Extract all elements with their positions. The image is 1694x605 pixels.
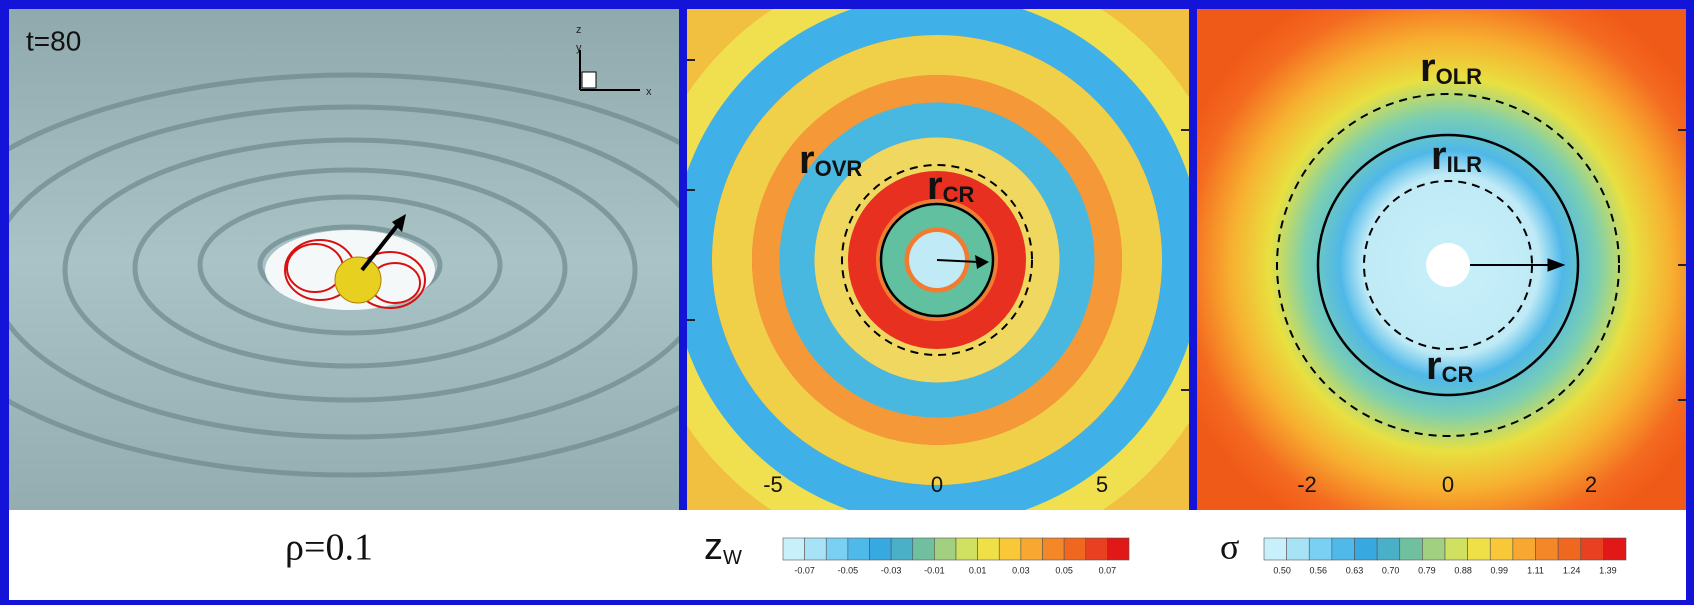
- colorbar-swatch: [1445, 538, 1468, 560]
- colorbar-tick-label: 0.63: [1346, 565, 1364, 575]
- caption: ρ=0.1: [285, 527, 373, 569]
- colorbar-swatch: [1264, 538, 1287, 560]
- colorbar-swatch: [956, 538, 978, 560]
- colorbar-tick-label: 1.39: [1599, 565, 1617, 575]
- colorbar-tick-label: -0.03: [881, 565, 902, 575]
- colorbar-swatch: [1332, 538, 1355, 560]
- x-tick-label: 0: [931, 472, 943, 497]
- colorbar-tick-label: -0.01: [924, 565, 945, 575]
- colorbar-swatch: [1468, 538, 1491, 560]
- colorbar-tick-label: 0.56: [1310, 565, 1328, 575]
- x-tick-label: 5: [1096, 472, 1108, 497]
- axis-label: y: [576, 42, 582, 54]
- colorbar-tick-label: 1.11: [1527, 565, 1544, 575]
- axis-label: z: [576, 24, 582, 36]
- colorbar-tick-label: 0.01: [969, 565, 987, 575]
- axis-label: x: [646, 86, 652, 98]
- colorbar-swatch: [999, 538, 1021, 560]
- colorbar-swatch: [1043, 538, 1065, 560]
- x-tick-label: -2: [1297, 472, 1317, 497]
- colorbar-tick-label: 0.50: [1273, 565, 1291, 575]
- colorbar-swatch: [805, 538, 827, 560]
- colorbar-tick-label: -0.05: [838, 565, 859, 575]
- colorbar-symbol: σ: [1220, 526, 1239, 566]
- colorbar-swatch: [1400, 538, 1423, 560]
- colorbar-swatch: [1581, 538, 1604, 560]
- colorbar-tick-label: -0.07: [794, 565, 815, 575]
- page: {"panels": [ {"time_label": "t=80", "axe…: [0, 0, 1694, 600]
- colorbar-swatch: [848, 538, 870, 560]
- x-tick-label: 0: [1442, 472, 1454, 497]
- colorbar-swatch: [1490, 538, 1513, 560]
- colorbar-tick-label: 0.07: [1099, 565, 1117, 575]
- colorbar-tick-label: 1.24: [1563, 565, 1581, 575]
- x-tick-label: -5: [763, 472, 783, 497]
- colorbar-tick-label: 0.70: [1382, 565, 1400, 575]
- colorbar-swatch: [913, 538, 935, 560]
- colorbar-swatch: [1064, 538, 1086, 560]
- disk-render: [0, 9, 790, 510]
- colorbar-swatch: [783, 538, 805, 560]
- colorbar-swatch: [870, 538, 892, 560]
- colorbar-swatch: [1287, 538, 1310, 560]
- zw-map: [607, 0, 1267, 590]
- colorbar-swatch: [1422, 538, 1445, 560]
- colorbar-swatch: [1107, 538, 1129, 560]
- colorbar-swatch: [891, 538, 913, 560]
- time-label: t=80: [26, 25, 81, 56]
- colorbar-swatch: [1086, 538, 1108, 560]
- colorbar-swatch: [1021, 538, 1043, 560]
- colorbar-swatch: [934, 538, 956, 560]
- colorbar-swatch: [1513, 538, 1536, 560]
- colorbar-tick-label: 0.05: [1055, 565, 1073, 575]
- colorbar-swatch: [1558, 538, 1581, 560]
- colorbar-swatch: [1355, 538, 1378, 560]
- colorbar-swatch: [978, 538, 1000, 560]
- colorbar-swatch: [1603, 538, 1626, 560]
- colorbar-swatch: [1536, 538, 1559, 560]
- colorbar-tick-label: 0.03: [1012, 565, 1030, 575]
- colorbar-tick-label: 0.79: [1418, 565, 1436, 575]
- colorbar-swatch: [826, 538, 848, 560]
- colorbar-tick-label: 0.88: [1454, 565, 1472, 575]
- colorbar-tick-label: 0.99: [1491, 565, 1509, 575]
- x-tick-label: 2: [1585, 472, 1597, 497]
- colorbar-swatch: [1377, 538, 1400, 560]
- figure: t=80 z y x ρ=0.1 rOVR rCR -5 0 5: [0, 0, 1694, 600]
- colorbar-swatch: [1309, 538, 1332, 560]
